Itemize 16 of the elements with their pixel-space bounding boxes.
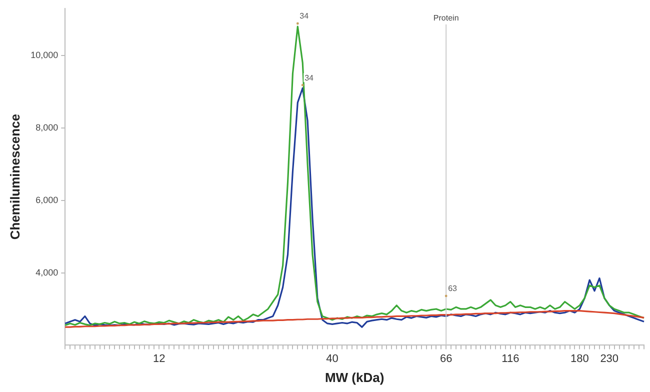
annotation: 34 xyxy=(300,12,310,21)
x-tick-label: 230 xyxy=(600,352,619,365)
y-axis-title: Chemiluminescence xyxy=(7,114,22,240)
annotation: 34 xyxy=(304,73,314,82)
y-tick-label: 8,000 xyxy=(36,122,58,132)
y-tick-label: 6,000 xyxy=(36,194,58,205)
annotation: 63 xyxy=(448,284,458,294)
x-axis-title: MW (kDa) xyxy=(324,370,384,385)
ref-line-label: Protein xyxy=(433,14,459,23)
y-tick-label: 4,000 xyxy=(36,267,58,278)
x-tick-label: 180 xyxy=(570,352,589,365)
x-tick-label: 12 xyxy=(153,352,166,365)
x-tick-label: 116 xyxy=(502,352,520,365)
x-tick-label: 66 xyxy=(440,352,452,365)
x-tick-label: 40 xyxy=(326,352,338,365)
y-tick-label: 10,000 xyxy=(30,50,58,60)
